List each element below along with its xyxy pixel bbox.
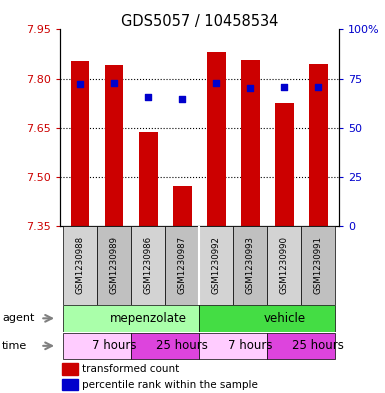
Text: mepenzolate: mepenzolate	[110, 312, 187, 325]
Bar	[131, 332, 199, 359]
Bar	[267, 332, 335, 359]
Text: GDS5057 / 10458534: GDS5057 / 10458534	[121, 14, 278, 29]
Text: GSM1230988: GSM1230988	[75, 236, 85, 294]
Bar	[173, 186, 192, 226]
Text: agent: agent	[2, 313, 34, 323]
Text: transformed count: transformed count	[82, 364, 179, 374]
Text: GSM1230993: GSM1230993	[246, 236, 255, 294]
Point	[281, 84, 288, 91]
Point	[77, 80, 83, 86]
Bar	[233, 226, 267, 305]
Bar	[63, 305, 199, 332]
Text: GSM1230991: GSM1230991	[314, 236, 323, 294]
Bar	[62, 378, 78, 390]
Bar	[301, 226, 335, 305]
Point	[213, 79, 219, 86]
Text: GSM1230989: GSM1230989	[110, 236, 119, 294]
Bar	[63, 332, 131, 359]
Bar	[165, 226, 199, 305]
Bar	[199, 226, 233, 305]
Text: percentile rank within the sample: percentile rank within the sample	[82, 380, 258, 389]
Text: 7 hours: 7 hours	[228, 339, 273, 353]
Bar	[105, 64, 124, 226]
Point	[247, 85, 253, 92]
Text: time: time	[2, 341, 27, 351]
Point	[111, 80, 117, 86]
Text: 25 hours: 25 hours	[156, 339, 208, 353]
Bar	[97, 226, 131, 305]
Bar	[207, 52, 226, 226]
Bar	[267, 226, 301, 305]
Text: GSM1230990: GSM1230990	[280, 236, 289, 294]
Point	[315, 84, 321, 90]
Bar	[199, 305, 335, 332]
Point	[145, 94, 151, 100]
Text: GSM1230987: GSM1230987	[178, 236, 187, 294]
Bar	[63, 226, 97, 305]
Bar	[139, 132, 157, 226]
Text: vehicle: vehicle	[263, 312, 305, 325]
Text: GSM1230986: GSM1230986	[144, 236, 153, 294]
Bar	[241, 60, 259, 226]
Text: GSM1230992: GSM1230992	[212, 236, 221, 294]
Bar	[275, 103, 294, 226]
Point	[179, 96, 185, 102]
Bar	[199, 332, 267, 359]
Text: 25 hours: 25 hours	[293, 339, 344, 353]
Bar	[309, 64, 328, 226]
Bar	[71, 61, 89, 226]
Bar	[131, 226, 165, 305]
Text: 7 hours: 7 hours	[92, 339, 136, 353]
Bar	[62, 363, 78, 375]
